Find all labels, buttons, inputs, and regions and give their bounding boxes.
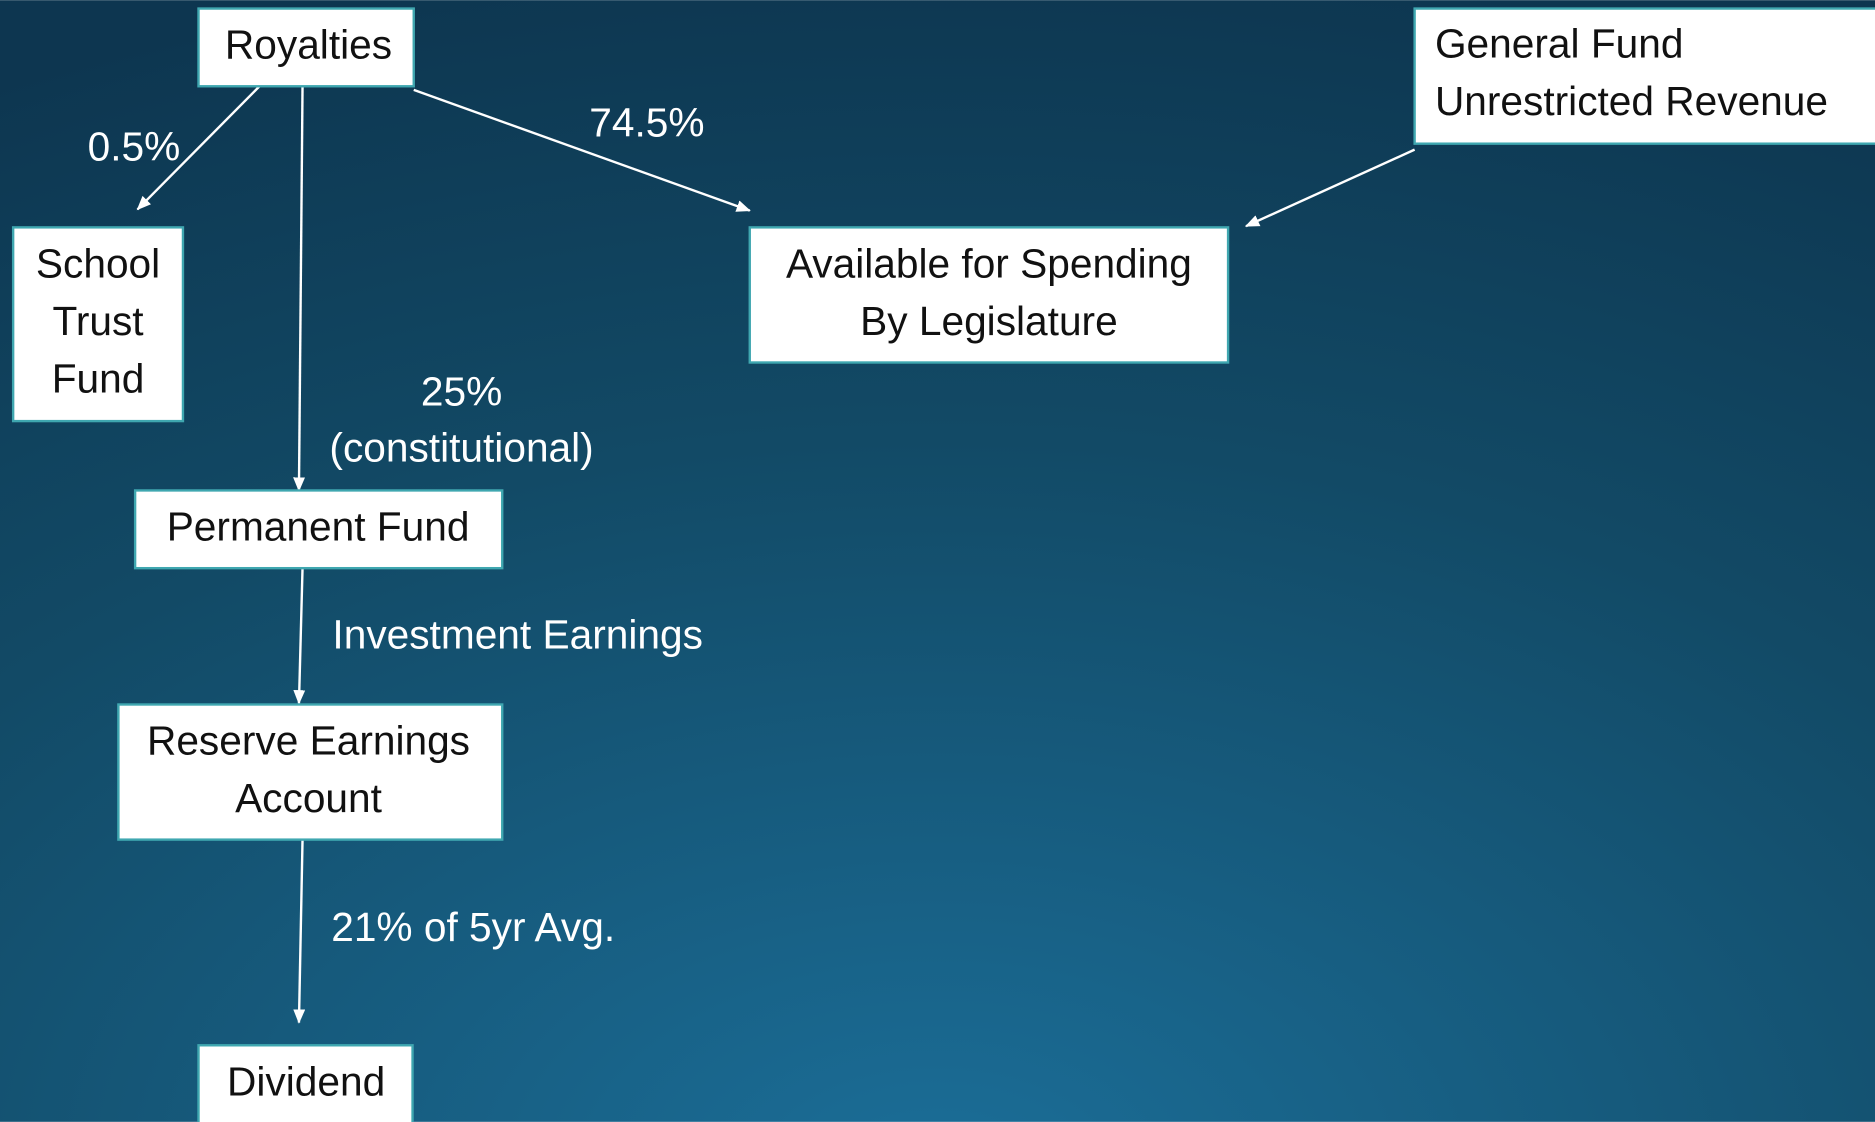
- node-text: Unrestricted Revenue: [1435, 78, 1828, 124]
- arrow: [1244, 148, 1416, 228]
- edge-label: (constitutional): [329, 425, 593, 471]
- edge-label: Investment Earnings: [332, 611, 702, 657]
- node-text: Reserve Earnings: [147, 718, 470, 764]
- node-text: By Legislature: [860, 298, 1118, 344]
- node-box: [748, 226, 1230, 364]
- node-text: Account: [235, 775, 382, 821]
- node-text: Available for Spending: [786, 241, 1192, 287]
- arrow: [136, 85, 261, 211]
- arrow: [293, 839, 306, 1024]
- arrow: [413, 88, 751, 212]
- node-text: Permanent Fund: [167, 504, 470, 550]
- edge-label: 21% of 5yr Avg.: [331, 904, 615, 950]
- node-box: [197, 1044, 414, 1122]
- node-box: [197, 7, 415, 88]
- edge-label: 0.5%: [88, 123, 181, 169]
- node-text: Trust: [53, 298, 144, 344]
- arrow: [293, 568, 306, 705]
- edge-label: 74.5%: [589, 99, 704, 145]
- node-text: Royalties: [225, 22, 392, 68]
- node-text: Dividend: [227, 1058, 385, 1104]
- node-text: School: [36, 241, 160, 287]
- edge-label: 25%: [421, 369, 502, 415]
- node-text: General Fund: [1435, 21, 1684, 67]
- arrow: [293, 86, 306, 492]
- node-box: [117, 703, 504, 841]
- node-box: [11, 226, 185, 423]
- node-text: Fund: [52, 355, 145, 401]
- node-box: [1413, 7, 1875, 145]
- node-box: [133, 489, 504, 570]
